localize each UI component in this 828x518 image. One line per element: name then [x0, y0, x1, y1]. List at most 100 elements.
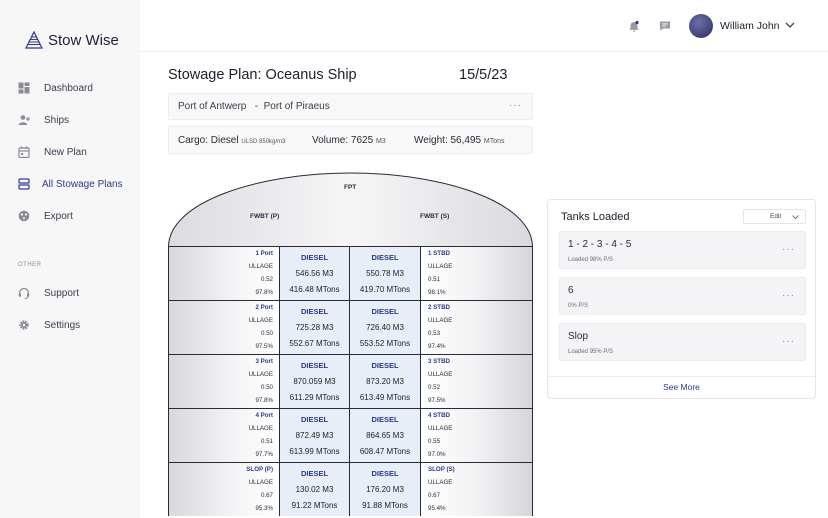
cargo-type: DIESEL — [300, 361, 329, 370]
cargo-spec: ULSD 850kg/m3 — [241, 139, 286, 145]
sidebar-item-label: New Plan — [44, 146, 87, 158]
tank-grid: 1 Port ULLAGE 0.52 97.8% DIESEL 546.56 M3 416.… — [168, 246, 533, 516]
center-tank-port[interactable]: DIESEL 870.059 M3 611.29 MTons — [280, 355, 350, 408]
sidebar-item-label: Support — [44, 287, 80, 299]
cargo-weight: 611.29 MTons — [289, 393, 340, 402]
sidebar-item-label: Ships — [44, 114, 70, 126]
stbd-ullage-label: ULLAGE — [428, 317, 453, 324]
tanks-loaded-panel: Tanks Loaded Edit 1 - 2 - 3 - 4 - 5 Load… — [547, 199, 816, 399]
cargo-type: DIESEL — [300, 253, 329, 262]
dashboard-icon — [18, 82, 30, 94]
center-tank-port[interactable]: DIESEL 546.56 M3 416.48 MTons — [280, 247, 350, 300]
sidebar-item-new-plan[interactable]: New Plan — [0, 140, 140, 164]
sidebar-item-export[interactable]: Export — [0, 204, 140, 228]
port-tank-name: 1 Port — [255, 250, 273, 257]
port-fill-percent: 97.8% — [255, 289, 273, 296]
port-fill-percent: 97.5% — [255, 343, 273, 350]
sidebar-item-ships[interactable]: Ships — [0, 108, 140, 132]
stbd-ullage-value: 0.67 — [428, 492, 441, 499]
port-ullage-value: 0.51 — [260, 438, 273, 445]
port-wing-tank[interactable]: 1 Port ULLAGE 0.52 97.8% — [169, 247, 280, 300]
fwbt-stbd-label: FWBT (S) — [420, 213, 450, 220]
stbd-wing-tank[interactable]: SLOP (S) ULLAGE 0.67 95.4% — [421, 463, 532, 516]
brand-logo[interactable]: Stow Wise — [24, 30, 119, 50]
sidebar-item-all-stowage-plans[interactable]: All Stowage Plans — [0, 172, 140, 196]
brand-name: Stow Wise — [48, 31, 119, 49]
sidebar-item-settings[interactable]: Settings — [0, 313, 140, 337]
edit-dropdown[interactable]: Edit — [743, 209, 806, 224]
add-user-icon — [18, 114, 30, 126]
cargo-weight: 608.47 MTons — [359, 447, 411, 456]
port-ullage-label: ULLAGE — [248, 425, 273, 432]
cargo-volume: 726.40 M3 — [366, 323, 404, 332]
route-box: Port of Antwerp - Port of Piraeus ··· — [168, 93, 533, 120]
stbd-ullage-label: ULLAGE — [428, 263, 453, 270]
center-tank-port[interactable]: DIESEL 725.28 M3 552.67 MTons — [280, 301, 350, 354]
sidebar-item-support[interactable]: Support — [0, 281, 140, 305]
notification-bell-icon[interactable] — [628, 19, 640, 32]
stbd-tank-name: 3 STBD — [428, 358, 451, 365]
stbd-ullage-label: ULLAGE — [428, 425, 453, 432]
center-tank-stbd[interactable]: DIESEL 550.78 M3 419.70 MTons — [350, 247, 421, 300]
tank-card[interactable]: 6 0% P/S ··· — [559, 277, 806, 315]
tank-card[interactable]: Slop Loaded 95% P/S ··· — [559, 323, 806, 361]
stbd-wing-tank[interactable]: 2 STBD ULLAGE 0.53 97.4% — [421, 301, 532, 354]
port-ullage-value: 0.52 — [260, 276, 273, 283]
tank-card[interactable]: 1 - 2 - 3 - 4 - 5 Loaded 98% P/S ··· — [559, 231, 806, 269]
cargo-weight: 552.67 MTons — [289, 339, 340, 348]
cargo-volume: 550.78 M3 — [366, 269, 404, 278]
cargo-volume: 873.20 M3 — [366, 377, 404, 386]
cargo-weight: 613.99 MTons — [289, 447, 340, 456]
stbd-tank-name: 4 STBD — [428, 412, 451, 419]
center-tank-stbd[interactable]: DIESEL 873.20 M3 613.49 MTons — [350, 355, 421, 408]
port-wing-tank[interactable]: 3 Port ULLAGE 0.50 97.8% — [169, 355, 280, 408]
cargo-summary: Cargo: Diesel ULSD 850kg/m3 Volume: 7625… — [168, 126, 533, 154]
center-tank-stbd[interactable]: DIESEL 864.65 M3 608.47 MTons — [350, 409, 421, 462]
more-options-icon[interactable]: ··· — [782, 244, 795, 255]
center-tank-port[interactable]: DIESEL 872.49 M3 613.99 MTons — [280, 409, 350, 462]
logo-icon — [25, 30, 43, 49]
port-wing-tank[interactable]: 4 Port ULLAGE 0.51 97.7% — [169, 409, 280, 462]
stbd-tank-name: 2 STBD — [428, 304, 451, 311]
stbd-tank-name: 1 STBD — [428, 250, 451, 257]
cargo-type: DIESEL — [371, 415, 399, 424]
user-name[interactable]: William John — [720, 20, 780, 32]
center-tank-stbd[interactable]: DIESEL 726.40 M3 553.52 MTons — [350, 301, 421, 354]
sidebar: Stow Wise Dashboard Ships New Plan All S… — [0, 0, 140, 518]
sidebar-item-label: Dashboard — [44, 82, 93, 94]
more-options-icon[interactable]: ··· — [509, 100, 522, 111]
port-tank-name: SLOP (P) — [246, 466, 273, 473]
tank-row: 2 Port ULLAGE 0.50 97.5% DIESEL 725.28 M3 552.… — [169, 301, 532, 355]
sidebar-item-dashboard[interactable]: Dashboard — [0, 76, 140, 100]
more-options-icon[interactable]: ··· — [782, 336, 795, 347]
center-tank-port[interactable]: DIESEL 130.02 M3 91.22 MTons — [280, 463, 350, 516]
chevron-down-icon — [792, 215, 799, 220]
center-tank-stbd[interactable]: DIESEL 176.20 M3 91.88 MTons — [350, 463, 421, 516]
weight-unit: MTons — [483, 138, 505, 145]
port-tank-name: 4 Port — [255, 412, 273, 419]
chevron-down-icon[interactable] — [785, 21, 795, 29]
port-ullage-value: 0.50 — [260, 384, 273, 391]
ship-bow — [168, 172, 533, 248]
stbd-wing-tank[interactable]: 1 STBD ULLAGE 0.51 98.1% — [421, 247, 532, 300]
port-wing-tank[interactable]: SLOP (P) ULLAGE 0.67 95.3% — [169, 463, 280, 516]
sidebar-item-label: Export — [44, 210, 73, 222]
stbd-tank-name: SLOP (S) — [428, 466, 455, 473]
stbd-fill-percent: 95.4% — [428, 505, 446, 512]
avatar[interactable] — [689, 14, 713, 38]
chat-icon[interactable] — [659, 19, 671, 31]
port-fill-percent: 95.3% — [255, 505, 273, 512]
cargo-weight: 416.48 MTons — [289, 285, 340, 294]
stbd-wing-tank[interactable]: 3 STBD ULLAGE 0.52 97.5% — [421, 355, 532, 408]
port-fill-percent: 97.8% — [255, 397, 273, 404]
see-more-link[interactable]: See More — [663, 382, 700, 392]
stbd-ullage-value: 0.51 — [428, 276, 441, 283]
port-wing-tank[interactable]: 2 Port ULLAGE 0.50 97.5% — [169, 301, 280, 354]
cargo-type: DIESEL — [300, 415, 329, 424]
more-options-icon[interactable]: ··· — [782, 290, 795, 301]
port-ullage-label: ULLAGE — [248, 317, 273, 324]
export-icon — [18, 210, 30, 222]
stbd-ullage-label: ULLAGE — [428, 479, 453, 486]
stbd-wing-tank[interactable]: 4 STBD ULLAGE 0.55 97.0% — [421, 409, 532, 462]
cargo-weight: 553.52 MTons — [359, 339, 411, 348]
